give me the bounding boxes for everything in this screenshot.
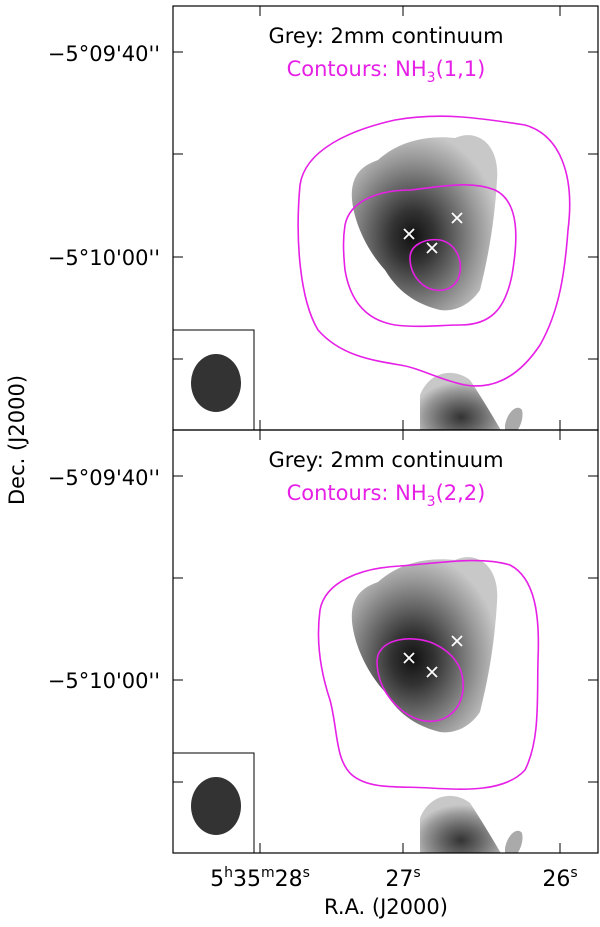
nh3-contour-middle — [342, 184, 517, 328]
xtick-label: 5h35m28s — [210, 865, 310, 892]
continuum-emission-secondary — [420, 373, 501, 430]
cross-marker — [426, 666, 438, 678]
continuum-emission-secondary — [420, 796, 501, 853]
y-axis-label: Dec. (J2000) — [5, 375, 29, 505]
ytick-label: −5°10'00'' — [48, 669, 160, 693]
panel-title-line2: Contours: NH3(1,1) — [287, 57, 486, 86]
panel-title-line2: Contours: NH3(2,2) — [287, 481, 486, 510]
cross-marker — [426, 242, 438, 254]
nh3-contour-inner — [376, 638, 464, 722]
nh3-contour-inner — [409, 238, 462, 292]
top-panel: Grey: 2mm continuum Contours: NH3(1,1) −… — [48, 5, 599, 431]
ytick-label: −5°09'40'' — [48, 42, 160, 66]
panel-frame — [172, 429, 599, 854]
source-markers — [403, 635, 463, 678]
nh3-contour-outer — [297, 115, 571, 387]
continuum-emission-tail — [505, 407, 523, 430]
continuum-emission-main — [351, 135, 498, 311]
cross-marker — [403, 228, 415, 240]
cross-marker — [403, 652, 415, 664]
nh3-contour-outer — [317, 559, 540, 790]
continuum-emission-tail — [505, 830, 523, 853]
cross-marker — [451, 212, 463, 224]
panel-title-line1: Grey: 2mm continuum — [268, 448, 503, 472]
xtick-label: 26s — [542, 865, 577, 892]
continuum-emission-main — [351, 557, 498, 733]
x-axis-label: R.A. (J2000) — [324, 895, 448, 919]
panel-title-line1: Grey: 2mm continuum — [268, 24, 503, 48]
source-markers — [403, 212, 463, 254]
xtick-label: 27s — [385, 865, 420, 892]
beam-ellipse — [191, 354, 241, 412]
bottom-panel: Grey: 2mm continuum Contours: NH3(2,2) −… — [48, 429, 599, 854]
cross-marker — [451, 635, 463, 647]
ytick-label: −5°09'40'' — [48, 466, 160, 490]
ytick-label: −5°10'00'' — [48, 246, 160, 270]
beam-ellipse — [191, 777, 241, 835]
